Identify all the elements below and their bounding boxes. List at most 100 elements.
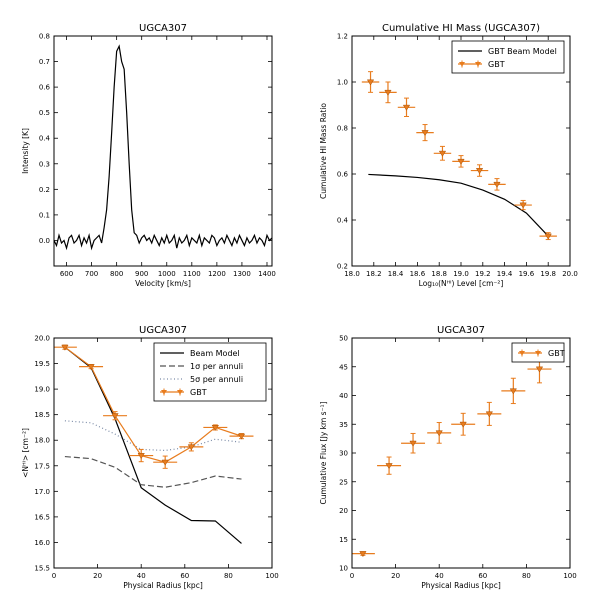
marker-triangle xyxy=(187,444,195,451)
chart-panel-4: UGCA307 0 20 40 60 80 100 10 15 20 25 30 35 40 45 50 Phy… xyxy=(319,325,577,590)
marker-triangle xyxy=(87,364,95,371)
marker-triangle xyxy=(493,181,501,188)
data-point xyxy=(433,145,452,161)
x-tick-label: 0 xyxy=(350,572,354,580)
y-tick-label: 0.8 xyxy=(39,33,50,41)
legend-label: GBT xyxy=(190,388,207,397)
x-tick-label: 19.4 xyxy=(497,270,513,278)
y-tick-label: 17.0 xyxy=(34,488,50,496)
plot-frame xyxy=(53,337,273,569)
marker-triangle xyxy=(161,459,169,466)
y-axis-label: Cumulative Flux [Jy km s⁻¹] xyxy=(319,401,328,504)
y-tick-label: 15 xyxy=(339,536,348,544)
x-tick-label: 20 xyxy=(391,572,400,580)
data-point xyxy=(488,178,506,191)
data-point xyxy=(129,448,154,463)
y-tick-label: 30 xyxy=(339,450,348,458)
x-tick-label: 20.0 xyxy=(562,270,578,278)
y-tick-label: 15.5 xyxy=(34,565,50,573)
chart-title: UGCA307 xyxy=(139,325,187,336)
legend-item: 1σ per annuli xyxy=(160,362,243,371)
plot-area xyxy=(54,344,254,544)
marker-triangle xyxy=(435,430,443,437)
legend-label: GBT xyxy=(548,349,565,358)
x-tick-label: 19.8 xyxy=(540,270,556,278)
plot-frame xyxy=(351,337,571,569)
y-tick-label: 0.7 xyxy=(39,58,50,66)
y-tick-label: 0.2 xyxy=(337,263,348,271)
y-tick-label: 0.6 xyxy=(337,171,349,179)
legend-item: GBT xyxy=(458,60,505,69)
legend-label: GBT xyxy=(488,60,505,69)
marker-triangle xyxy=(359,551,367,558)
legend-item: GBT xyxy=(160,388,207,397)
legend-label: 5σ per annuli xyxy=(190,375,243,384)
legend-marker xyxy=(177,390,183,395)
y-tick-label: 18.5 xyxy=(34,411,50,419)
y-tick-label: 0.3 xyxy=(39,160,50,168)
data-point xyxy=(103,411,128,421)
legend-marker xyxy=(519,351,525,356)
marker-triangle xyxy=(402,104,411,111)
x-tick-label: 1300 xyxy=(233,270,251,278)
x-tick-label: 0 xyxy=(52,572,56,580)
data-point xyxy=(514,199,532,211)
plot-frame xyxy=(53,35,273,267)
y-tick-label: 20.0 xyxy=(34,335,50,343)
data-point xyxy=(477,401,502,426)
series-line xyxy=(54,44,272,251)
legend-label: GBT Beam Model xyxy=(488,47,557,56)
plot-area xyxy=(352,354,552,558)
marker-triangle xyxy=(519,202,527,209)
data-point xyxy=(539,232,557,241)
marker-triangle xyxy=(459,421,467,428)
legend-marker xyxy=(459,62,465,67)
data-point xyxy=(501,377,526,405)
legend-marker xyxy=(161,390,167,395)
legend-item: 5σ per annuli xyxy=(160,375,243,384)
chart-panel-1: UGCA307 600 700 800 900 1000 1100 1200 1300 1400 0… xyxy=(21,23,276,288)
x-axis-label: Physical Radius [kpc] xyxy=(421,581,501,590)
marker-triangle xyxy=(409,440,417,447)
legend-label: Beam Model xyxy=(190,349,240,358)
x-tick-label: 40 xyxy=(137,572,146,580)
data-point xyxy=(379,81,397,104)
y-tick-label: 0.4 xyxy=(39,135,51,143)
x-tick-label: 80 xyxy=(522,572,531,580)
data-point xyxy=(79,364,104,371)
x-axis-label: Velocity [km/s] xyxy=(135,279,191,288)
x-tick-label: 80 xyxy=(224,572,233,580)
chart-panel-3: UGCA307 0 20 40 60 80 100 15.5 16.0 16.5 17.0 17.5 1… xyxy=(21,325,279,590)
marker-triangle xyxy=(384,89,392,96)
x-tick-label: 40 xyxy=(435,572,444,580)
x-axis-label: Physical Radius [kpc] xyxy=(123,581,203,590)
x-tick-label: 18.2 xyxy=(366,270,382,278)
x-tick-label: 19.0 xyxy=(453,270,469,278)
y-tick-label: 40 xyxy=(339,392,348,400)
x-tick-label: 60 xyxy=(180,572,189,580)
data-point xyxy=(153,455,178,469)
marker-triangle xyxy=(385,463,393,470)
x-axis-label: Log₁₀(Nᴴᴵ) Level [cm⁻²] xyxy=(419,279,504,288)
data-point xyxy=(451,412,476,436)
data-point xyxy=(54,344,77,351)
data-point xyxy=(179,442,204,452)
data-point xyxy=(452,155,470,168)
legend-box xyxy=(451,40,565,74)
y-tick-label: 1.0 xyxy=(337,79,348,87)
y-tick-label: 19.0 xyxy=(34,386,50,394)
marker-triangle xyxy=(211,424,219,431)
legend: GBT xyxy=(511,342,565,363)
data-point xyxy=(416,124,434,142)
y-tick-label: 19.5 xyxy=(34,360,50,368)
legend: GBT Beam Model GBT xyxy=(451,40,565,74)
y-tick-label: 17.5 xyxy=(34,462,50,470)
y-tick-label: 0.2 xyxy=(39,186,50,194)
legend-label: 1σ per annuli xyxy=(190,362,243,371)
chart-title: UGCA307 xyxy=(437,325,485,336)
x-tick-label: 18.8 xyxy=(431,270,447,278)
data-point xyxy=(229,433,254,440)
legend-item: Beam Model xyxy=(160,349,240,358)
marker-triangle xyxy=(475,168,484,175)
